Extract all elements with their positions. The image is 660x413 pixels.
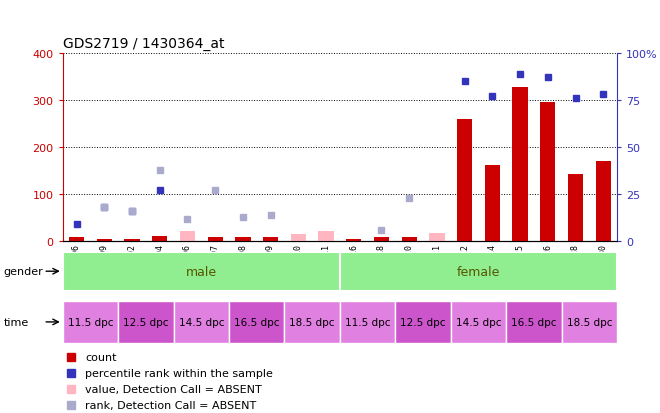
Bar xyxy=(235,238,251,242)
Bar xyxy=(63,252,340,291)
Text: 14.5 dpc: 14.5 dpc xyxy=(456,317,501,327)
Bar xyxy=(340,301,395,343)
Text: 12.5 dpc: 12.5 dpc xyxy=(123,317,168,327)
Text: value, Detection Call = ABSENT: value, Detection Call = ABSENT xyxy=(85,384,261,394)
Bar xyxy=(484,166,500,242)
Bar xyxy=(207,238,223,242)
Text: GDS2719 / 1430364_at: GDS2719 / 1430364_at xyxy=(63,37,224,51)
Text: 16.5 dpc: 16.5 dpc xyxy=(234,317,279,327)
Bar xyxy=(263,238,279,242)
Bar xyxy=(318,231,334,242)
Text: 11.5 dpc: 11.5 dpc xyxy=(345,317,390,327)
Text: 18.5 dpc: 18.5 dpc xyxy=(567,317,612,327)
Bar xyxy=(63,301,118,343)
Text: male: male xyxy=(185,265,217,278)
Bar xyxy=(395,301,451,343)
Bar xyxy=(562,301,617,343)
Bar xyxy=(506,301,562,343)
Bar xyxy=(229,301,284,343)
Text: female: female xyxy=(457,265,500,278)
Bar xyxy=(174,301,229,343)
Text: 12.5 dpc: 12.5 dpc xyxy=(401,317,446,327)
Bar xyxy=(180,231,195,242)
Bar xyxy=(96,239,112,242)
Bar xyxy=(118,301,174,343)
Bar xyxy=(284,301,340,343)
Bar xyxy=(152,237,168,242)
Text: count: count xyxy=(85,352,116,362)
Bar xyxy=(568,175,583,242)
Bar xyxy=(429,233,445,242)
Bar xyxy=(401,238,417,242)
Bar xyxy=(340,252,617,291)
Text: gender: gender xyxy=(3,266,43,277)
Bar xyxy=(512,88,528,242)
Bar xyxy=(457,119,473,242)
Bar xyxy=(69,238,84,242)
Bar xyxy=(124,239,140,242)
Text: 14.5 dpc: 14.5 dpc xyxy=(179,317,224,327)
Bar xyxy=(346,239,362,242)
Bar xyxy=(540,103,556,242)
Bar xyxy=(290,235,306,242)
Bar xyxy=(374,238,389,242)
Text: 16.5 dpc: 16.5 dpc xyxy=(512,317,556,327)
Bar xyxy=(451,301,506,343)
Text: 11.5 dpc: 11.5 dpc xyxy=(68,317,113,327)
Text: percentile rank within the sample: percentile rank within the sample xyxy=(85,368,273,377)
Bar xyxy=(595,162,611,242)
Text: 18.5 dpc: 18.5 dpc xyxy=(290,317,335,327)
Text: time: time xyxy=(3,317,28,327)
Text: rank, Detection Call = ABSENT: rank, Detection Call = ABSENT xyxy=(85,400,256,410)
